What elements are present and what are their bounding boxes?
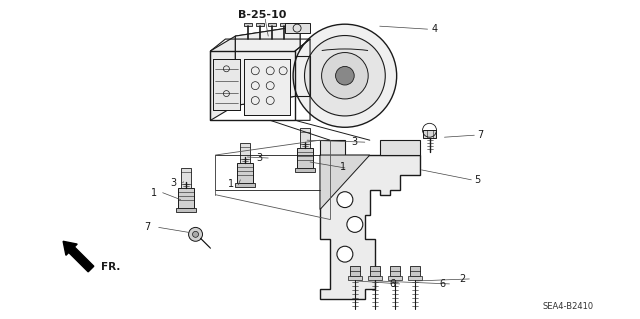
- Polygon shape: [320, 140, 345, 155]
- Polygon shape: [320, 155, 370, 210]
- Polygon shape: [241, 143, 250, 163]
- Text: 3: 3: [256, 153, 262, 163]
- FancyArrow shape: [63, 241, 94, 272]
- Circle shape: [337, 246, 353, 262]
- Polygon shape: [295, 168, 315, 172]
- Text: 1: 1: [228, 179, 234, 189]
- Circle shape: [193, 231, 198, 237]
- Text: 2: 2: [460, 274, 466, 284]
- Polygon shape: [244, 59, 290, 115]
- Circle shape: [321, 53, 368, 99]
- Polygon shape: [370, 266, 380, 276]
- Text: SEA4-B2410: SEA4-B2410: [543, 302, 594, 311]
- Polygon shape: [410, 266, 420, 276]
- Polygon shape: [422, 130, 436, 138]
- Polygon shape: [388, 276, 402, 280]
- Circle shape: [189, 227, 202, 241]
- Polygon shape: [320, 155, 420, 299]
- Text: 6: 6: [440, 279, 445, 289]
- Polygon shape: [408, 276, 422, 280]
- Text: 5: 5: [474, 175, 481, 185]
- Text: 7: 7: [477, 130, 484, 140]
- Polygon shape: [178, 188, 193, 208]
- Polygon shape: [348, 276, 362, 280]
- Circle shape: [293, 24, 397, 127]
- Polygon shape: [175, 208, 196, 211]
- Polygon shape: [244, 23, 252, 26]
- Polygon shape: [297, 148, 313, 168]
- Polygon shape: [380, 140, 420, 155]
- Circle shape: [305, 35, 385, 116]
- Polygon shape: [236, 26, 300, 106]
- Circle shape: [347, 217, 363, 232]
- Text: FR.: FR.: [101, 262, 120, 272]
- Polygon shape: [180, 168, 191, 188]
- Polygon shape: [236, 26, 300, 106]
- Text: 3: 3: [171, 178, 177, 188]
- Polygon shape: [285, 23, 310, 33]
- Circle shape: [335, 66, 354, 85]
- Polygon shape: [350, 266, 360, 276]
- Polygon shape: [368, 276, 381, 280]
- Polygon shape: [256, 23, 264, 26]
- Polygon shape: [280, 23, 288, 26]
- Polygon shape: [236, 183, 255, 187]
- Polygon shape: [237, 163, 253, 183]
- Text: 3: 3: [351, 137, 357, 147]
- Text: 6: 6: [390, 279, 396, 289]
- Text: 1: 1: [151, 188, 157, 198]
- Text: B-25-10: B-25-10: [238, 10, 287, 20]
- Polygon shape: [300, 128, 310, 148]
- Text: 1: 1: [340, 162, 346, 172]
- Polygon shape: [211, 36, 236, 120]
- Text: 7: 7: [144, 222, 150, 233]
- Circle shape: [337, 192, 353, 208]
- Polygon shape: [268, 23, 276, 26]
- Text: 4: 4: [431, 24, 438, 34]
- Polygon shape: [214, 59, 241, 110]
- Polygon shape: [390, 266, 399, 276]
